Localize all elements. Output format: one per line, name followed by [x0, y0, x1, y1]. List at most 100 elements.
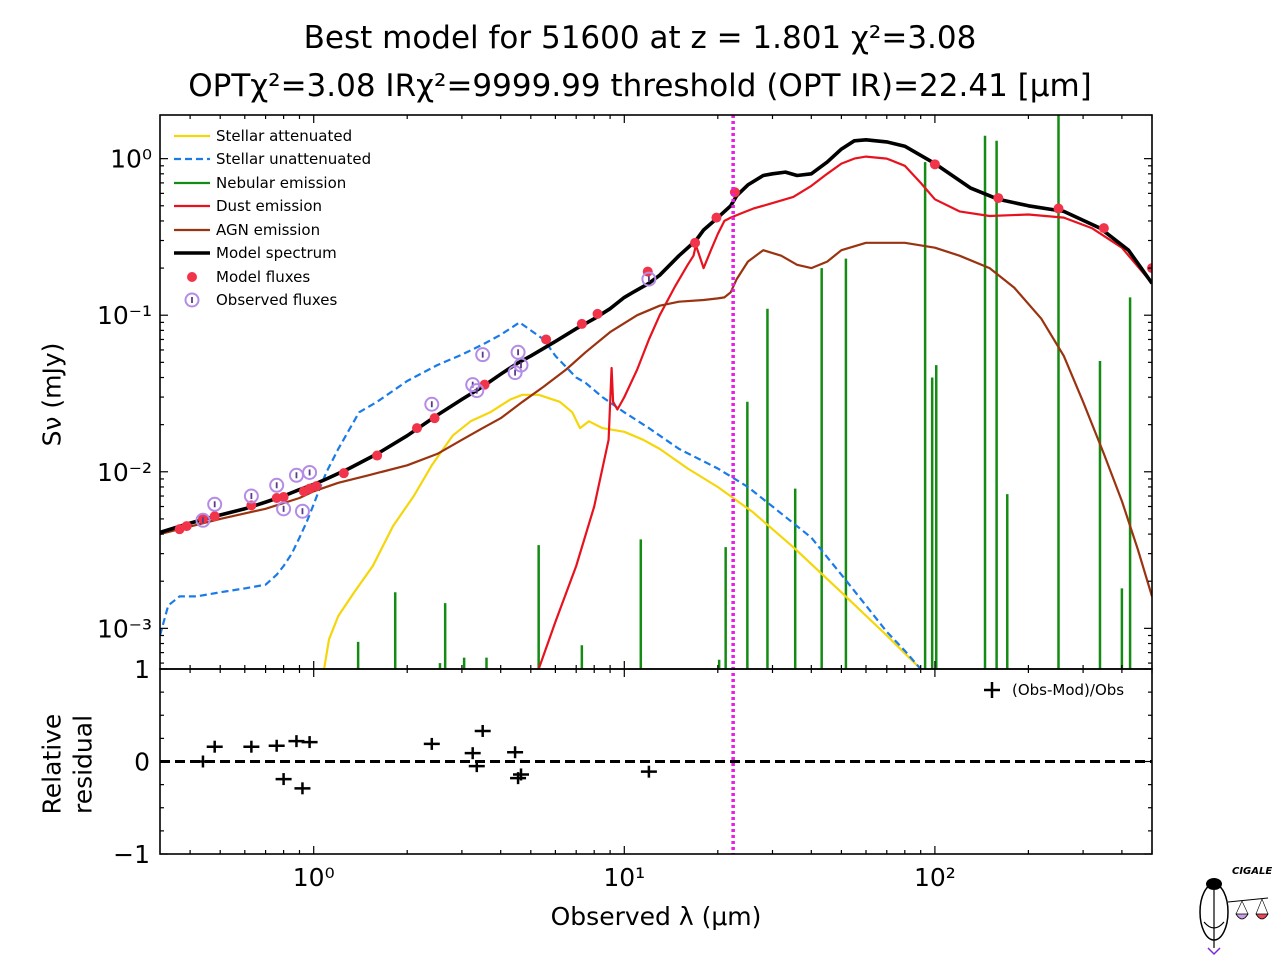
legend-swatch-observed_flux	[184, 292, 200, 308]
dust-curve	[537, 155, 1152, 669]
y-axis-label-bottom-line1: Relative	[37, 713, 67, 815]
legend-entry-observed_flux: Observed fluxes	[168, 289, 371, 313]
legend-entry-model: Model spectrum	[168, 242, 371, 266]
legend-swatch-nebular	[174, 181, 210, 184]
legend-entry-dust: Dust emission	[168, 195, 371, 219]
model-flux-point	[181, 521, 192, 532]
observed-flux-point	[469, 383, 485, 399]
stellar_unattenuated-curve	[160, 321, 922, 669]
legend-swatch-model_flux	[187, 271, 197, 282]
legend-marker	[184, 292, 200, 308]
model-flux-point	[1053, 203, 1064, 214]
legend-label: Nebular emission	[216, 173, 347, 192]
y-tick-label: 10⁰	[110, 145, 152, 174]
legend-swatch-dust	[174, 205, 210, 208]
model-flux-point	[929, 159, 940, 170]
model-flux-point	[690, 237, 701, 248]
legend-label: Model spectrum	[216, 244, 337, 263]
legend-entry-stellar_attenuated: Stellar attenuated	[168, 124, 371, 148]
legend-entry-stellar_unattenuated: Stellar unattenuated	[168, 148, 371, 172]
legend-label: Stellar unattenuated	[216, 150, 372, 169]
x-tick-label: 10⁰	[293, 863, 335, 892]
residual-plot-area	[160, 724, 1152, 795]
model-flux-point	[411, 423, 422, 434]
model-flux-point	[209, 511, 220, 522]
observed-flux-point	[513, 357, 529, 373]
y-axis-label-bottom-line2: residual	[68, 714, 98, 815]
x-tick-label: 10²	[914, 863, 956, 892]
residual-point	[194, 755, 211, 768]
observed-flux-point	[276, 501, 292, 517]
residual-point	[513, 768, 530, 781]
model-flux-point	[372, 450, 383, 461]
axes: 10⁰ 10¹ 10² 10⁻³ 10⁻² 10⁻¹ 10⁰ −1 0 1	[97, 114, 1153, 892]
spectrum-legend: Stellar attenuated Stellar unattenuated Ne…	[168, 124, 371, 312]
observed-flux-point	[424, 396, 440, 412]
model-flux-point	[429, 413, 440, 424]
cigale-logo: CIGALE	[1192, 862, 1280, 958]
residual-point	[294, 782, 311, 795]
y-tick-label: 10⁻³	[97, 614, 152, 643]
spectrum-plot-area	[160, 115, 1152, 669]
y-tick-label: 10⁻¹	[97, 301, 152, 330]
chart-title-line2: OPTχ²=3.08 IRχ²=9999.99 threshold (OPT I…	[188, 68, 1092, 104]
residual-point	[507, 746, 524, 759]
residual-point	[423, 737, 440, 750]
residual-point	[243, 740, 260, 753]
model-flux-point	[541, 334, 552, 345]
residual-point	[468, 760, 485, 773]
residual-point	[268, 739, 285, 752]
model-flux-point	[278, 492, 289, 503]
observed-flux-point	[269, 477, 285, 493]
model-flux-point	[711, 212, 722, 223]
observed-flux-point	[641, 271, 657, 287]
legend-entry-model_flux: Model fluxes	[168, 265, 371, 289]
legend-label: Model fluxes	[216, 267, 311, 286]
legend-swatch-agn	[174, 228, 210, 231]
observed-flux-point	[195, 512, 211, 528]
logo-text: CIGALE	[1232, 866, 1272, 877]
residual-point	[206, 740, 223, 753]
chart-title-line1: Best model for 51600 at z = 1.801 χ²=3.0…	[303, 20, 977, 56]
legend-entry-agn: AGN emission	[168, 218, 371, 242]
y-tick-label: 0	[134, 748, 150, 777]
residual-legend-label: (Obs-Mod)/Obs	[1012, 681, 1125, 699]
flux-points	[174, 159, 1152, 535]
model-curve	[160, 138, 1152, 535]
model-flux-point	[338, 468, 349, 479]
residual-point	[275, 773, 292, 786]
residual-legend: (Obs-Mod)/Obs	[972, 680, 1124, 700]
model-flux-point	[592, 308, 603, 319]
y-tick-label: 1	[134, 655, 150, 684]
model-flux-point	[1098, 223, 1109, 234]
observed-flux-point	[243, 488, 259, 504]
y-tick-label: 10⁻²	[97, 458, 152, 487]
observed-flux-point	[294, 503, 310, 519]
model-flux-point	[311, 481, 322, 492]
legend-entry-nebular: Nebular emission	[168, 171, 371, 195]
model-flux-point	[576, 318, 587, 329]
legend-label: Observed fluxes	[216, 291, 338, 310]
agn-curve	[160, 241, 1152, 597]
legend-marker	[187, 271, 197, 282]
legend-swatch-stellar_attenuated	[174, 134, 210, 137]
residual-point	[464, 747, 481, 760]
residual-legend-marker	[984, 682, 1000, 698]
stellar_attenuated-curve	[323, 393, 922, 669]
y-tick-label: −1	[113, 840, 150, 869]
legend-label: Dust emission	[216, 197, 323, 216]
x-axis-label: Observed λ (μm)	[550, 902, 762, 931]
observed-flux-point	[207, 496, 223, 512]
residual-point	[640, 765, 657, 778]
observed-flux-point	[302, 464, 318, 480]
legend-label: Stellar attenuated	[216, 126, 353, 145]
observed-flux-point	[475, 347, 491, 363]
residual-point	[301, 736, 318, 749]
legend-swatch-model	[174, 251, 210, 256]
x-tick-label: 10¹	[603, 863, 645, 892]
legend-label: AGN emission	[216, 220, 321, 239]
legend-swatch-stellar_unattenuated	[174, 158, 210, 161]
y-axis-label-top: Sν (mJy)	[37, 342, 67, 447]
residual-point	[474, 724, 491, 737]
